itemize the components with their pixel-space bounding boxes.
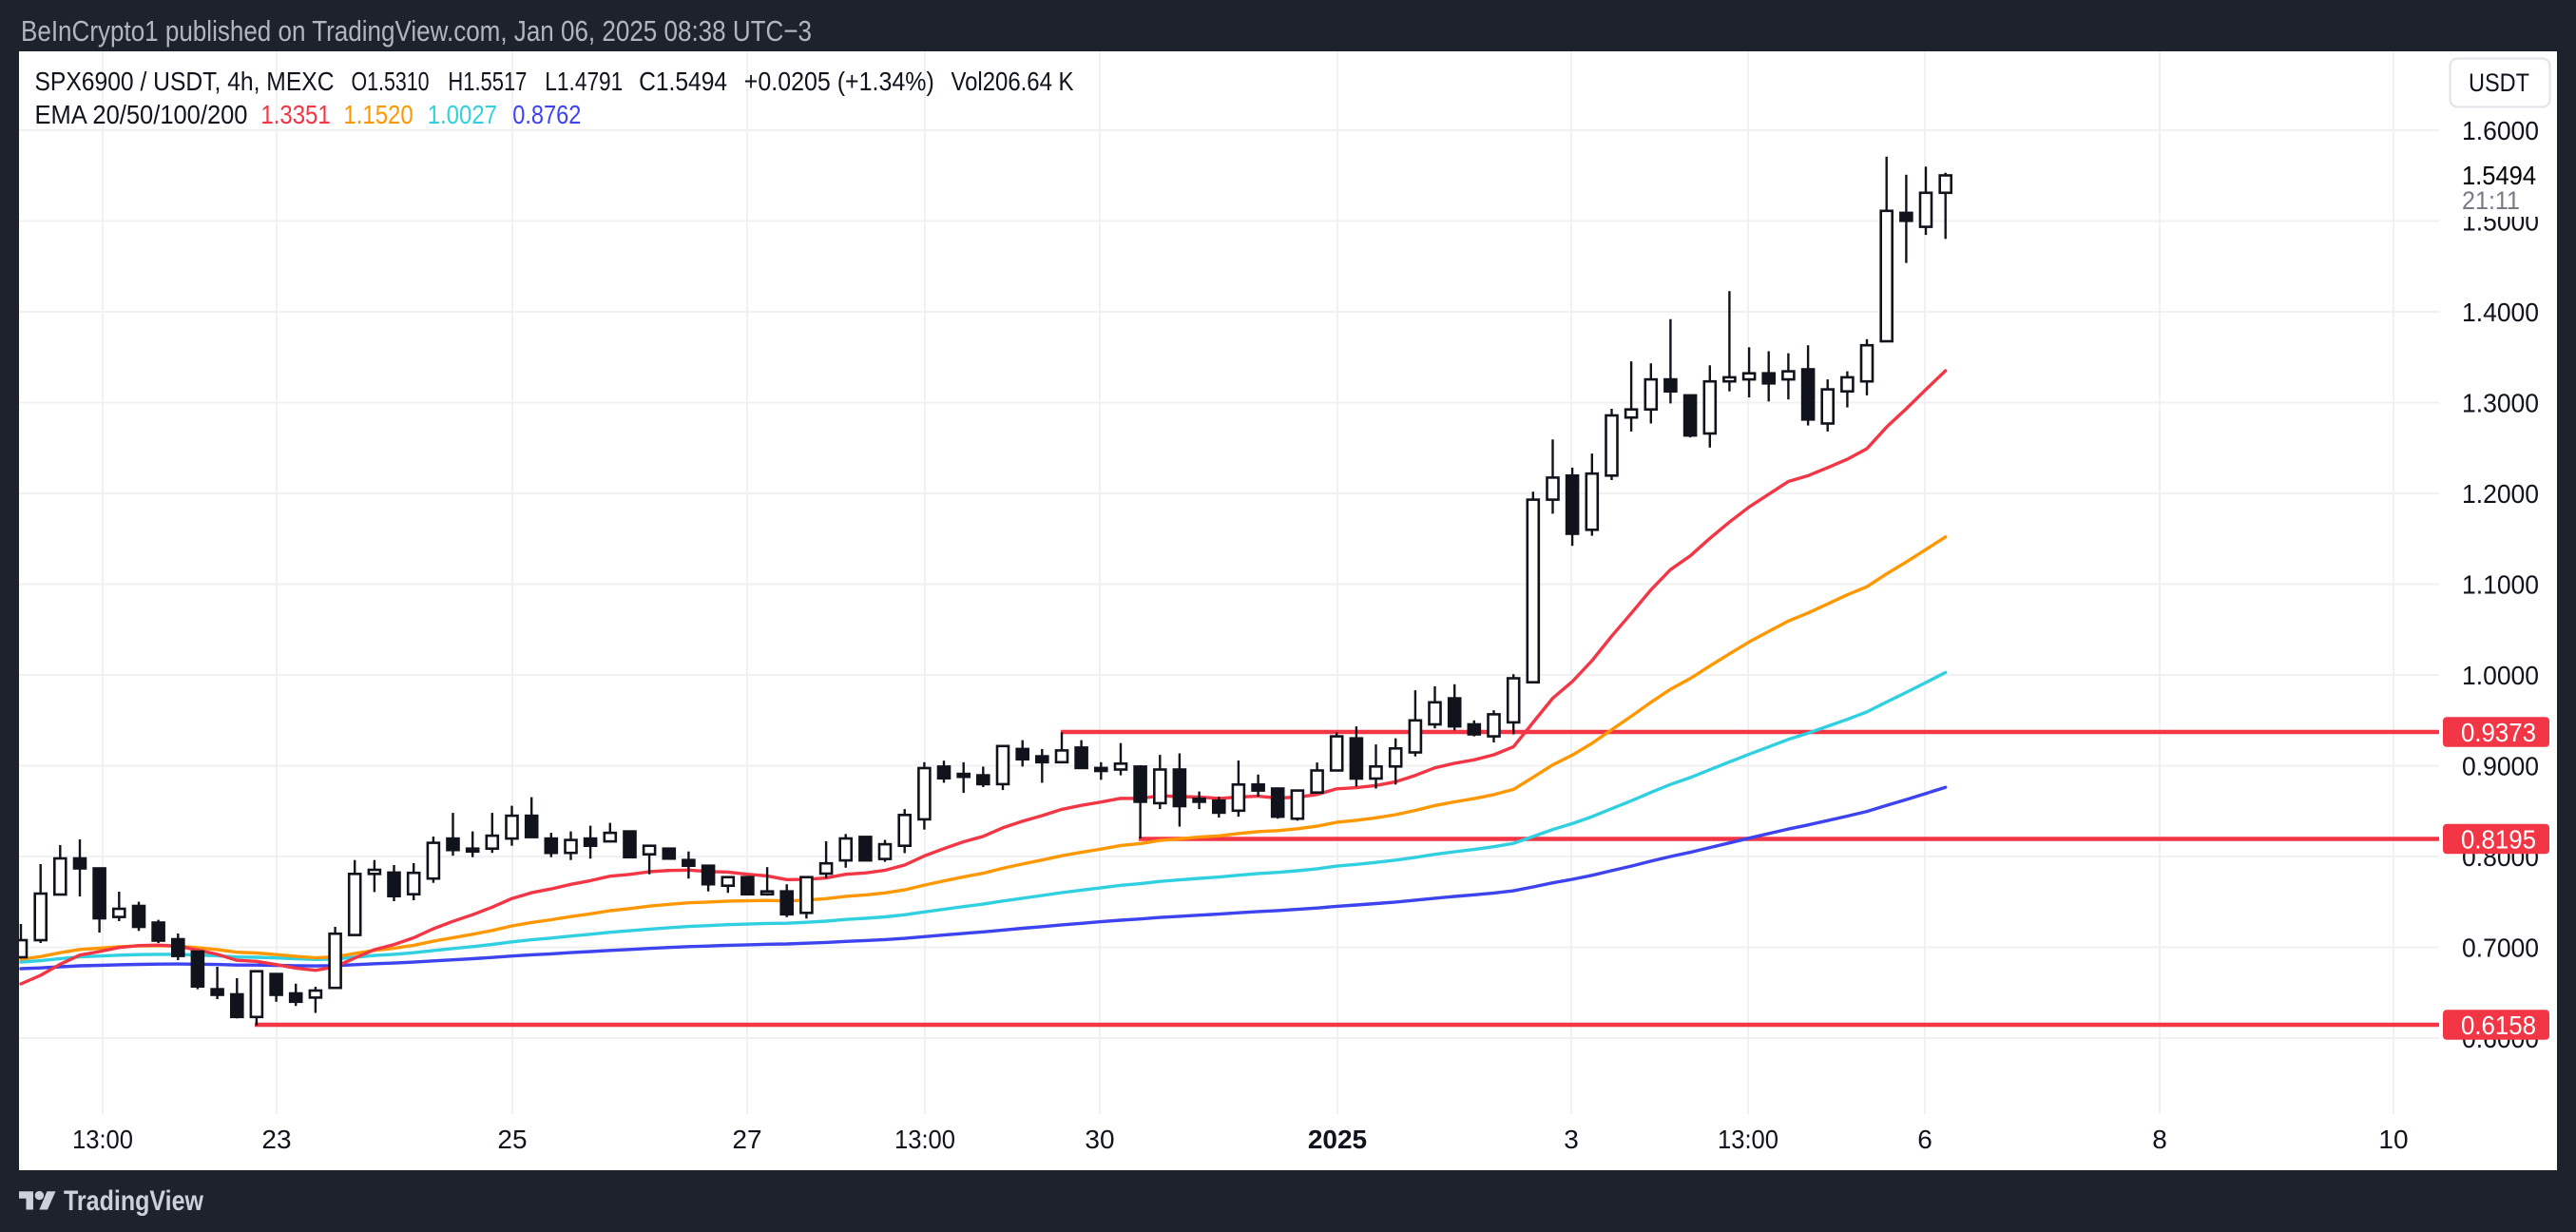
- svg-text:H1.5517: H1.5517: [448, 67, 527, 96]
- svg-text:O1.5310: O1.5310: [352, 67, 430, 96]
- svg-text:1.6000: 1.6000: [2462, 116, 2539, 145]
- svg-text:30: 30: [1085, 1125, 1114, 1154]
- svg-text:13:00: 13:00: [1718, 1125, 1778, 1154]
- svg-text:C1.5494: C1.5494: [639, 67, 727, 96]
- svg-text:1.3000: 1.3000: [2462, 389, 2539, 418]
- svg-text:SPX6900 / USDT, 4h, MEXC: SPX6900 / USDT, 4h, MEXC: [35, 67, 335, 96]
- svg-text:1.3351: 1.3351: [260, 100, 330, 129]
- svg-text:EMA 20/50/100/200: EMA 20/50/100/200: [35, 100, 248, 129]
- svg-text:1.0027: 1.0027: [428, 100, 497, 129]
- svg-text:10: 10: [2378, 1125, 2408, 1154]
- svg-text:27: 27: [732, 1125, 761, 1154]
- svg-text:L1.4791: L1.4791: [545, 67, 623, 96]
- svg-text:USDT: USDT: [2469, 68, 2529, 97]
- svg-text:1.2000: 1.2000: [2462, 479, 2539, 509]
- svg-text:6: 6: [1917, 1125, 1932, 1154]
- svg-text:1.4000: 1.4000: [2462, 298, 2539, 327]
- svg-text:2025: 2025: [1308, 1125, 1367, 1154]
- svg-text:0.7000: 0.7000: [2462, 934, 2539, 963]
- svg-text:0.9373: 0.9373: [2461, 718, 2536, 747]
- svg-text:Vol206.64 K: Vol206.64 K: [952, 67, 1074, 96]
- svg-text:25: 25: [497, 1125, 527, 1154]
- svg-text:23: 23: [261, 1125, 291, 1154]
- svg-text:0.8762: 0.8762: [512, 100, 581, 129]
- svg-text:+0.0205 (+1.34%): +0.0205 (+1.34%): [744, 67, 934, 96]
- svg-text:TradingView: TradingView: [64, 1185, 204, 1217]
- svg-text:13:00: 13:00: [894, 1125, 955, 1154]
- svg-text:0.9000: 0.9000: [2462, 752, 2539, 781]
- svg-text:BeInCrypto1 published on Tradi: BeInCrypto1 published on TradingView.com…: [21, 14, 812, 48]
- svg-text:21:11: 21:11: [2462, 186, 2520, 215]
- svg-text:8: 8: [2152, 1125, 2167, 1154]
- svg-text:1.1000: 1.1000: [2462, 570, 2539, 600]
- svg-text:1.1520: 1.1520: [343, 100, 413, 129]
- svg-text:0.6158: 0.6158: [2461, 1011, 2536, 1040]
- svg-text:1.5494: 1.5494: [2462, 161, 2536, 190]
- svg-text:0.8195: 0.8195: [2461, 825, 2536, 855]
- svg-text:3: 3: [1564, 1125, 1579, 1154]
- svg-text:1.0000: 1.0000: [2462, 661, 2539, 690]
- svg-text:13:00: 13:00: [72, 1125, 133, 1154]
